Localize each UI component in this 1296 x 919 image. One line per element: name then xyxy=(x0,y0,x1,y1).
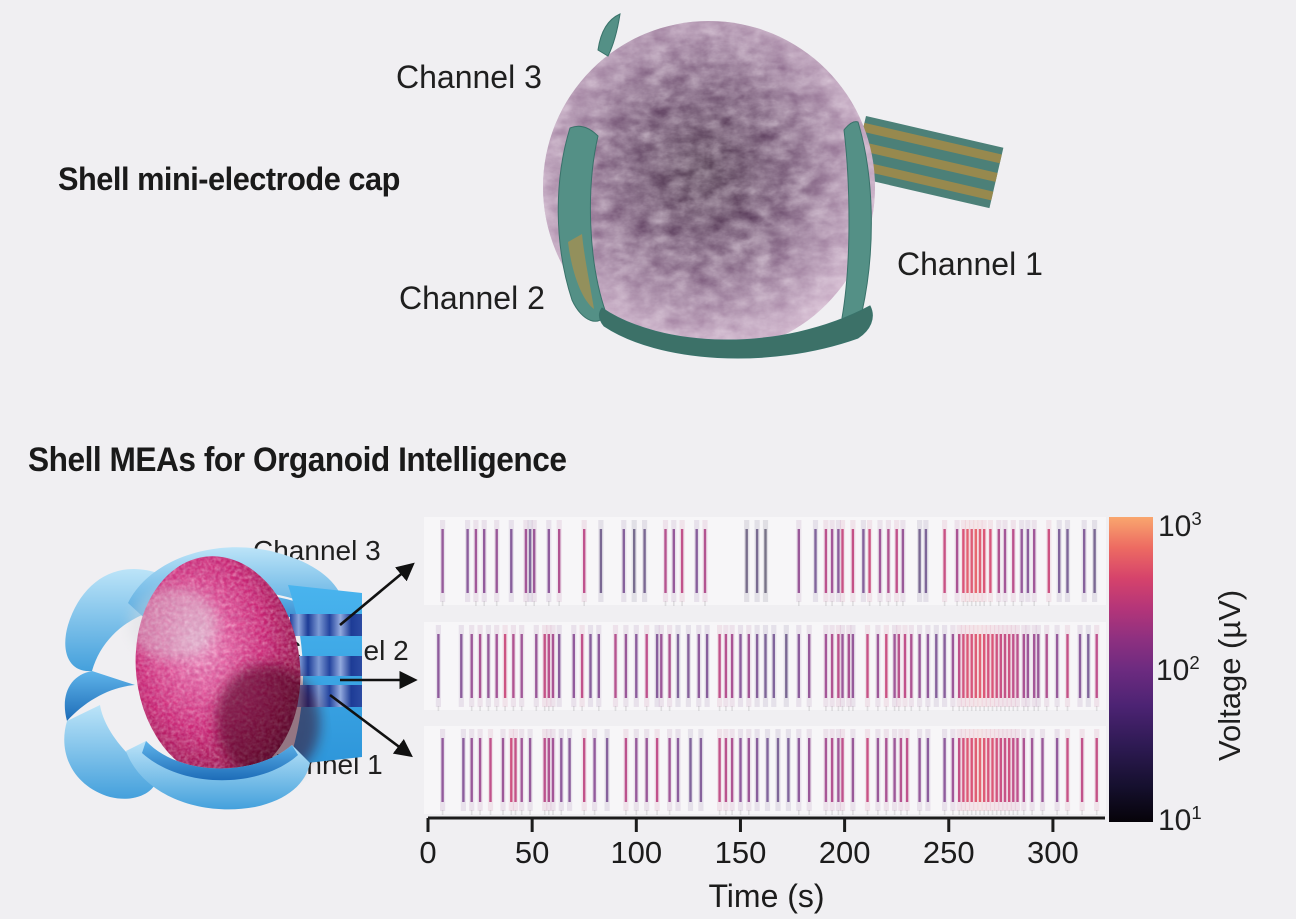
electrode-trace xyxy=(862,122,1002,164)
x-tick-label: 100 xyxy=(610,835,662,870)
electrode-trace xyxy=(858,141,998,182)
x-axis-title: Time (s) xyxy=(708,878,824,914)
colorbar-tick-bottom: 101 xyxy=(1158,802,1202,838)
top-channel3-label: Channel 3 xyxy=(396,59,542,95)
spike-raster-chart: 0 50 100 150 200 250 300 Time (s) xyxy=(420,517,1106,914)
x-tick-label: 150 xyxy=(715,835,767,870)
bottom-section-title: Shell MEAs for Organoid Intelligence xyxy=(28,441,567,479)
spike-row-1 xyxy=(424,726,1106,815)
colorbar-tick-top: 103 xyxy=(1158,508,1202,544)
top-channel2-label: Channel 2 xyxy=(399,280,545,316)
spike-row-3 xyxy=(424,517,1106,606)
channel3-arrow xyxy=(339,562,415,626)
x-tick-label: 0 xyxy=(420,835,437,870)
x-tick-label: 50 xyxy=(515,835,549,870)
tick-exp: 2 xyxy=(1189,652,1200,673)
top-channel1-label: Channel 1 xyxy=(897,246,1043,282)
channel1-arrow xyxy=(329,693,413,758)
tick-base: 10 xyxy=(1156,654,1190,687)
x-tick-label: 300 xyxy=(1027,835,1079,870)
shell-arm-bottom xyxy=(598,305,873,359)
capped-organoid-photo xyxy=(543,13,1004,359)
shell-petal-bottom xyxy=(126,741,310,810)
x-axis: 0 50 100 150 200 250 300 xyxy=(420,816,1105,870)
organoid-texture xyxy=(543,21,875,353)
electrode-pad-gold xyxy=(568,234,594,309)
tick-base: 10 xyxy=(1158,510,1192,543)
colorbar-tick-mid: 102 xyxy=(1156,652,1200,688)
tick-base: 10 xyxy=(1158,804,1192,837)
shell-mea-illustration xyxy=(64,547,418,810)
x-tick-label: 250 xyxy=(923,835,975,870)
annotation-arrows xyxy=(329,562,418,758)
voltage-colorbar xyxy=(1109,517,1153,822)
cable-trace-channel3 xyxy=(290,614,362,636)
x-tick-label: 200 xyxy=(819,835,871,870)
top-flex-cable xyxy=(852,116,1004,209)
shell-arm-tip xyxy=(597,13,621,57)
shell-arm-right xyxy=(841,121,872,327)
top-section-title: Shell mini-electrode cap xyxy=(58,161,400,197)
colorbar-axis-label: Voltage (µV) xyxy=(1212,589,1247,761)
tick-exp: 1 xyxy=(1191,802,1202,823)
electrode-trace xyxy=(853,159,994,201)
cable-trace-channel2 xyxy=(290,656,362,676)
shell-arms xyxy=(557,13,873,359)
spike-row-2 xyxy=(424,622,1106,711)
tick-exp: 3 xyxy=(1191,508,1202,529)
